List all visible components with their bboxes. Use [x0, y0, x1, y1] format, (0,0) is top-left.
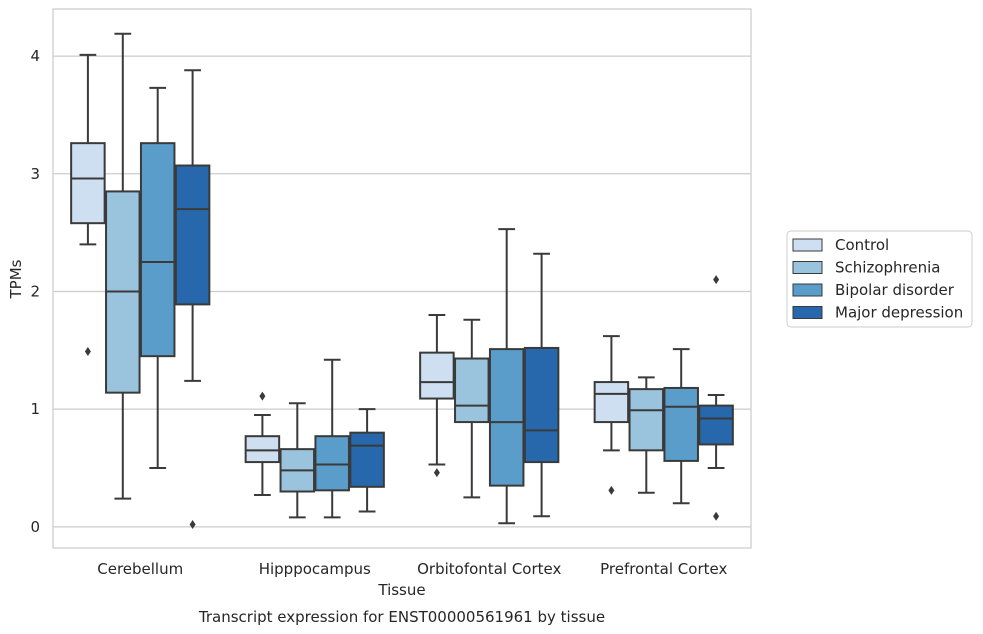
legend-swatch [792, 261, 823, 274]
legend-swatch [792, 238, 823, 252]
y-tick-label: 4 [30, 47, 40, 65]
box-iqr [244, 435, 281, 464]
box-iqr [593, 381, 630, 424]
box-iqr [174, 164, 211, 306]
outlier-marker [259, 391, 266, 401]
legend-frame [786, 230, 973, 328]
legend-label: Control [835, 236, 889, 254]
box-0-1 [244, 391, 281, 497]
y-tick-label: 2 [30, 282, 40, 300]
box-iqr [349, 431, 385, 488]
box-iqr [663, 386, 699, 462]
legend-label: Bipolar disorder [835, 281, 955, 299]
y-axis-label: TPMs [7, 259, 25, 299]
plot-frame [52, 8, 752, 549]
legend-label: Major depression [835, 304, 963, 322]
box-groups [70, 32, 734, 529]
outlier-marker [713, 275, 720, 285]
box-iqr [488, 348, 525, 487]
box-2-3 [663, 348, 699, 505]
legend-swatch [792, 283, 823, 297]
x-tick-labels: Cerebellum Hipppocampus Orbitofontal Corte… [97, 560, 727, 578]
outlier-marker [713, 511, 720, 521]
x-tick-label: Orbitofontal Cortex [417, 560, 561, 578]
box-3-1 [349, 408, 385, 513]
x-axis-label: Tissue [377, 581, 425, 599]
x-tick-label: Prefrontal Cortex [600, 560, 727, 578]
box-iqr [419, 351, 455, 400]
box-1-1 [279, 402, 316, 519]
legend-swatch [792, 306, 823, 319]
chart-title: Transcript expression for ENST0000056196… [198, 608, 605, 626]
outlier-marker [433, 468, 440, 478]
outlier-marker [608, 485, 615, 495]
y-tick-label: 0 [30, 518, 40, 536]
box-3-2 [523, 252, 560, 518]
box-2-2 [488, 228, 525, 525]
box-iqr [70, 142, 106, 225]
box-2-1 [314, 358, 350, 519]
x-tick-label: Hipppocampus [259, 560, 371, 578]
box-3-0 [174, 69, 211, 529]
y-tick-label: 3 [30, 165, 40, 183]
box-2-0 [139, 86, 176, 469]
box-1-3 [628, 376, 665, 494]
x-tick-label: Cerebellum [97, 560, 183, 578]
box-iqr [523, 346, 560, 464]
outlier-marker [189, 519, 196, 529]
box-0-0 [70, 53, 106, 356]
box-iqr [139, 142, 176, 358]
outlier-marker [84, 346, 91, 356]
y-tick-labels: 0 1 2 3 4 [30, 47, 40, 536]
y-tick-label: 1 [30, 400, 40, 418]
box-iqr [454, 357, 490, 424]
box-iqr [698, 404, 734, 446]
legend-label: Schizophrenia [835, 259, 940, 277]
box-0-3 [593, 335, 630, 495]
legend: Control Schizophrenia Bipolar disorder Majo… [786, 230, 973, 328]
box-iqr [314, 435, 350, 492]
box-0-2 [419, 313, 455, 478]
box-1-0 [105, 32, 141, 500]
box-iqr [628, 388, 665, 452]
box-1-2 [454, 318, 490, 499]
box-3-3 [698, 275, 734, 521]
